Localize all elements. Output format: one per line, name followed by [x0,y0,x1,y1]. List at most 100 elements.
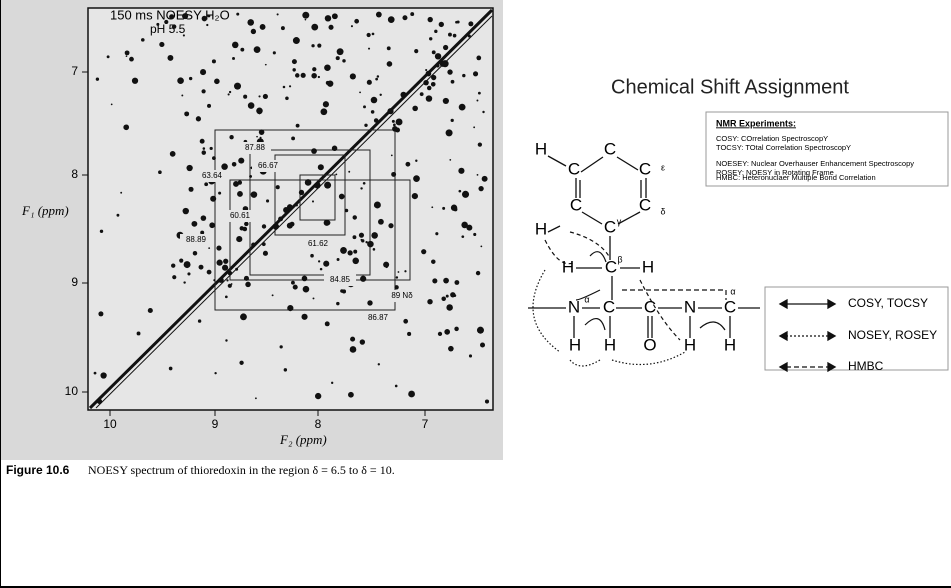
y-tick-label: 7 [71,64,78,78]
cross-peak [396,119,403,126]
cross-peak [453,294,456,297]
atom: C [644,297,656,316]
cross-peak [387,46,391,50]
cross-peak [318,164,324,170]
cross-peak [301,73,306,78]
cross-peak [305,179,312,186]
cross-peak [231,283,233,285]
cross-peak [473,126,475,128]
cross-peak [238,158,244,164]
cross-peak [323,261,329,267]
cross-peak [414,49,418,53]
cross-peak [216,246,221,251]
cross-peak [443,278,449,284]
cross-peak [454,327,458,331]
cross-peak [233,181,239,187]
cross-peak [295,73,299,77]
cross-peak [448,346,454,352]
cross-peak [400,92,406,98]
cross-peak [235,268,238,271]
cross-peak [348,392,354,398]
cross-peak [412,106,418,112]
cross-peak [283,86,286,89]
cross-peak [201,215,207,221]
cross-peak [375,78,378,81]
legend-label: HMBC [848,359,884,373]
cross-peak [350,337,355,342]
cross-peak [225,295,228,298]
cross-peak [448,33,452,37]
cross-peak [148,308,153,313]
cross-peak [367,33,371,37]
cross-peak [340,289,343,292]
cross-peak [158,170,162,174]
cross-peak [310,254,314,258]
cross-peak [446,129,453,136]
atom: C [604,139,616,158]
cross-peak [317,44,321,48]
atom: C [568,159,580,178]
cross-peak [262,242,266,246]
cross-peak [225,339,227,341]
cross-peak [359,233,364,238]
cross-peak [199,265,204,270]
cross-peak [468,34,471,37]
cross-peak [449,159,451,161]
cross-peak [469,354,472,357]
cross-peak [111,104,113,106]
cross-peak [311,24,318,31]
cross-peak [183,281,185,283]
cross-peak [200,69,206,75]
atom: α [730,286,735,296]
atom: β [617,254,622,264]
cross-peak [287,223,293,229]
cross-peak [347,250,352,255]
experiment-line: COSY: COrrelation SpectroscopY [716,134,828,143]
cross-peak [323,101,329,107]
x-tick-label: 8 [315,417,322,431]
cross-peak [388,223,393,228]
cross-peak [208,247,210,249]
cross-peak [141,38,145,42]
cross-peak [245,282,251,288]
cross-peak [258,95,260,97]
cross-peak [183,208,189,214]
cross-peak [394,285,398,289]
cross-peak [324,182,331,189]
cross-peak [458,190,461,193]
experiment-line: NOESEY: Nuclear Overhauser Enhancement S… [716,159,914,168]
cross-peak [291,281,295,285]
cross-peak [473,71,478,76]
cross-peak [232,57,235,60]
cross-peak [367,80,372,85]
cross-peak [342,59,345,62]
cross-peak [97,399,102,404]
cross-peak [328,25,333,30]
cross-peak [276,185,280,189]
cross-peak [283,207,289,213]
cross-peak [236,236,242,242]
cross-peak [393,124,396,127]
peak-label: 60.61 [230,211,251,220]
cross-peak [350,73,356,79]
cross-peak [380,94,382,96]
cross-peak [318,76,320,78]
cross-peak [476,271,480,275]
cross-peak [462,191,469,198]
cross-peak [391,172,396,177]
cross-peak [427,86,431,90]
cross-peak [169,14,174,19]
cross-peak [337,48,344,55]
cross-peak [98,311,103,316]
cross-peak [216,260,222,266]
cross-peak [485,399,489,403]
cross-peak [398,271,400,273]
cross-peak [326,220,331,225]
cross-peak [293,285,298,290]
atom: H [569,335,581,354]
atom: C [639,195,651,214]
cross-peak [280,345,283,348]
cross-peak [476,100,478,102]
legend-label: COSY, TOCSY [848,296,928,310]
cross-peak [229,135,233,139]
